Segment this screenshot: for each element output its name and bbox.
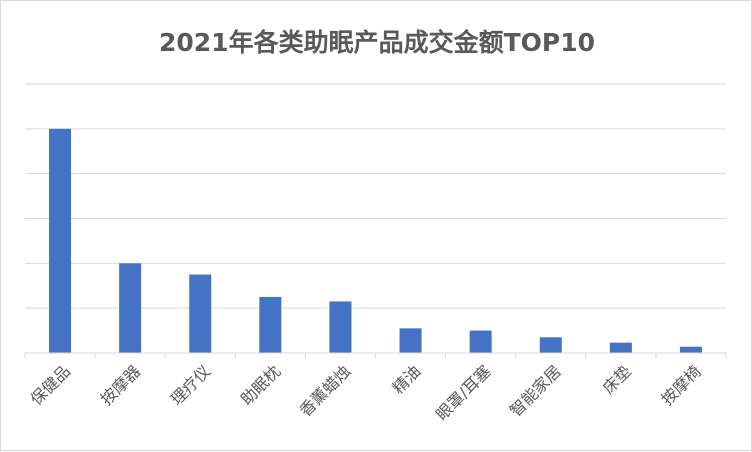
bar [189, 274, 212, 353]
bar [329, 301, 352, 353]
x-tick-label: 香薰蜡烛 [296, 362, 355, 421]
x-tick-label: 理疗仪 [167, 362, 214, 409]
x-tick-label: 眼罩/耳塞 [432, 362, 495, 425]
x-axis [24, 352, 727, 358]
bar [49, 128, 72, 353]
x-tick-label: 助眠枕 [237, 362, 284, 409]
bar [259, 296, 282, 353]
x-tick-label: 按摩器 [97, 362, 144, 409]
chart-title: 2021年各类助眠产品成交金额TOP10 [159, 28, 595, 57]
bar [119, 263, 142, 353]
x-tick-label: 智能家居 [506, 362, 565, 421]
bars [49, 128, 702, 353]
bar [399, 328, 422, 353]
bar [469, 330, 492, 353]
bar [679, 346, 702, 353]
bar [539, 337, 562, 353]
x-tick-labels: 保健品 按摩器 理疗仪 助眠枕 香薰蜡烛 精油 眼罩/耳塞 智能家居 床垫 按摩椅 [27, 362, 705, 425]
x-tick-label: 精油 [388, 362, 424, 398]
x-tick-label: 床垫 [599, 362, 635, 398]
x-tick-label: 按摩椅 [658, 362, 705, 409]
x-tick-label: 保健品 [27, 362, 74, 409]
bar [609, 342, 632, 353]
